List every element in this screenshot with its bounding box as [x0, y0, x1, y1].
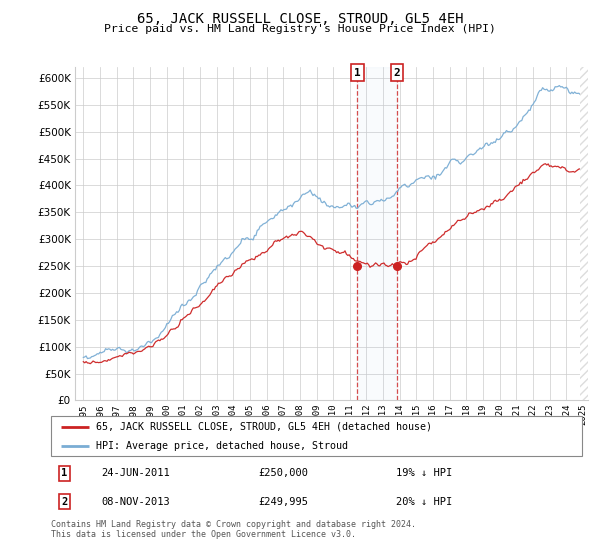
Text: 19% ↓ HPI: 19% ↓ HPI	[396, 468, 452, 478]
Text: 08-NOV-2013: 08-NOV-2013	[101, 497, 170, 507]
Text: £250,000: £250,000	[258, 468, 308, 478]
Text: 1: 1	[354, 68, 361, 78]
Text: 1: 1	[61, 468, 67, 478]
Text: Contains HM Land Registry data © Crown copyright and database right 2024.
This d: Contains HM Land Registry data © Crown c…	[51, 520, 416, 539]
Text: 20% ↓ HPI: 20% ↓ HPI	[396, 497, 452, 507]
Text: 2: 2	[394, 68, 400, 78]
Text: Price paid vs. HM Land Registry's House Price Index (HPI): Price paid vs. HM Land Registry's House …	[104, 24, 496, 34]
Text: 65, JACK RUSSELL CLOSE, STROUD, GL5 4EH (detached house): 65, JACK RUSSELL CLOSE, STROUD, GL5 4EH …	[96, 422, 432, 432]
Text: £249,995: £249,995	[258, 497, 308, 507]
Bar	[358, 67, 397, 400]
Text: 65, JACK RUSSELL CLOSE, STROUD, GL5 4EH: 65, JACK RUSSELL CLOSE, STROUD, GL5 4EH	[137, 12, 463, 26]
FancyBboxPatch shape	[51, 416, 582, 456]
Text: 24-JUN-2011: 24-JUN-2011	[101, 468, 170, 478]
Text: 2: 2	[61, 497, 67, 507]
Text: HPI: Average price, detached house, Stroud: HPI: Average price, detached house, Stro…	[96, 441, 348, 450]
